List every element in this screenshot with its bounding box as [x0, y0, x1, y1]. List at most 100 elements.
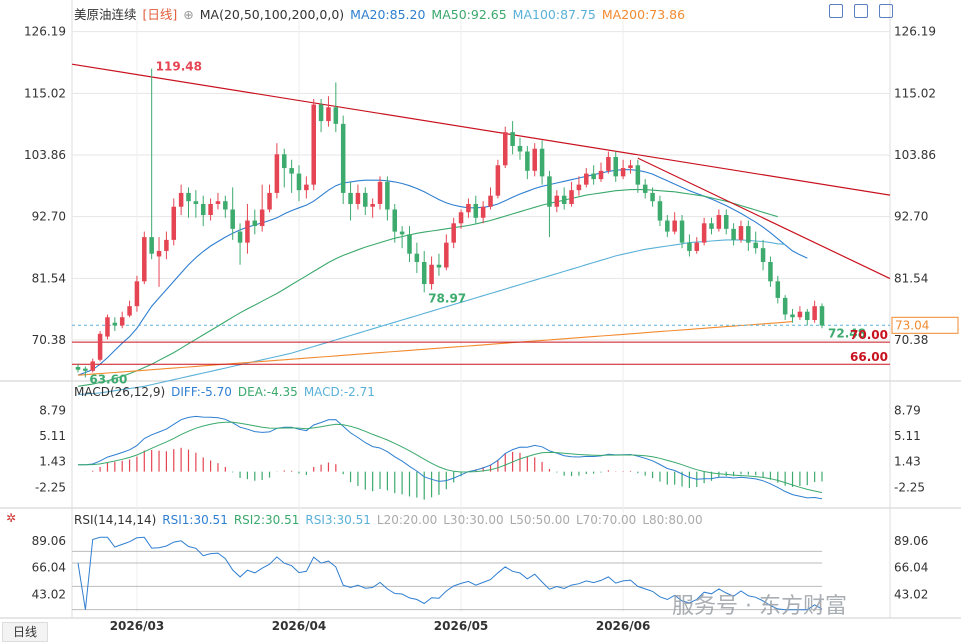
candle-body — [495, 165, 501, 196]
ma20-value: MA20:85.20 — [350, 7, 426, 22]
candle-body — [709, 223, 714, 229]
candle-body — [466, 203, 471, 213]
candle-body — [701, 223, 707, 243]
candle-body — [665, 220, 670, 232]
add-icon[interactable] — [829, 4, 843, 18]
candle-body — [620, 168, 626, 177]
candle-body — [716, 215, 722, 229]
candle-body — [304, 184, 309, 191]
l30: L30:30.00 — [443, 513, 504, 527]
l80: L80:80.00 — [642, 513, 703, 527]
candle-body — [245, 220, 250, 243]
macd-tick-left: 8.79 — [39, 404, 66, 418]
candle-body — [606, 157, 611, 171]
y-tick-label-left: 70.38 — [32, 333, 66, 347]
candle-body — [650, 192, 655, 202]
candle-body — [377, 181, 383, 204]
candle-body — [635, 165, 641, 185]
macd-tick-right: 1.43 — [894, 455, 921, 469]
ma-indicator-label[interactable]: MA(20,50,100,200,0,0) — [199, 7, 345, 22]
candle-body — [591, 173, 596, 180]
candle-body — [805, 311, 810, 320]
watermark: 服务号 · 东方财富 — [672, 594, 847, 619]
ma100-value: MA100:87.75 — [512, 7, 596, 22]
ma200-value: MA200:73.86 — [601, 7, 686, 22]
candle-body — [318, 104, 324, 122]
candle-body — [584, 173, 589, 185]
candle-body — [576, 184, 582, 191]
x-tick-label: 2026/04 — [272, 619, 326, 633]
candle-body — [370, 203, 375, 207]
candle-body — [385, 181, 390, 210]
period-tab[interactable]: 日线 — [2, 622, 48, 642]
close-icon[interactable] — [879, 4, 893, 18]
candle-body — [392, 209, 398, 232]
candle-body — [97, 333, 103, 360]
candle-body — [134, 281, 140, 307]
macd-tick-right: -2.25 — [894, 480, 925, 494]
candle-body — [554, 195, 560, 207]
settings-icon[interactable] — [854, 4, 868, 18]
macd-title[interactable]: MACD(26,12,9) — [74, 385, 166, 399]
candle-body — [230, 209, 235, 229]
candle-body — [414, 253, 420, 262]
candle-body — [488, 195, 493, 207]
candle-body — [407, 234, 412, 254]
y-tick-label-right: 115.02 — [894, 86, 936, 100]
candle-body — [539, 148, 545, 177]
candle-body — [473, 203, 479, 218]
rsi-title[interactable]: RSI(14,14,14) — [74, 513, 157, 527]
candle-body — [326, 107, 331, 122]
current-price-tag-text: 73.04 — [895, 318, 929, 332]
candle-body — [444, 242, 449, 268]
candle-body — [569, 190, 574, 204]
y-tick-label-right: 92.70 — [894, 210, 928, 224]
y-tick-label-right: 70.38 — [894, 333, 928, 347]
candle-body — [421, 261, 427, 285]
x-tick-label: 2026/06 — [596, 619, 650, 633]
candle-body — [348, 192, 353, 204]
candle-body — [281, 154, 287, 169]
rsi-legend: RSI(14,14,14) RSI1:30.51 RSI2:30.51 RSI3:30… — [74, 513, 709, 527]
candle-body — [694, 242, 700, 251]
rsi-tick-right: 66.04 — [894, 561, 928, 575]
y-tick-label-left: 92.70 — [32, 210, 66, 224]
candle-body — [657, 201, 663, 221]
macd-value: MACD:-2.71 — [303, 385, 375, 399]
candle-body — [215, 201, 221, 204]
high-annotation: 119.48 — [156, 60, 202, 74]
candle-body — [311, 104, 316, 185]
ma-line-ma50 — [77, 189, 778, 387]
ma-line-ma20 — [77, 169, 808, 376]
candle-body — [613, 157, 619, 177]
candle-body — [193, 201, 199, 204]
candle-body — [208, 203, 213, 216]
candle-body — [819, 306, 825, 326]
level-label-66: 66.00 — [850, 350, 888, 364]
candle-body — [200, 203, 206, 216]
settings-icon[interactable]: ⊕ — [183, 7, 194, 22]
candle-body — [760, 248, 766, 262]
candle-body — [223, 201, 228, 210]
candle-body — [142, 237, 147, 282]
gear-icon: ✲ — [6, 511, 16, 525]
candle-body — [687, 242, 692, 251]
candle-body — [75, 366, 81, 370]
candle-body — [178, 192, 184, 207]
candle-body — [517, 145, 523, 152]
y-tick-label-right: 103.86 — [894, 148, 936, 162]
candle-body — [775, 281, 781, 298]
candle-body — [164, 239, 169, 251]
macd-tick-left: -2.25 — [35, 480, 66, 494]
candle-body — [628, 165, 633, 169]
candle-body — [738, 226, 744, 240]
candle-body — [797, 311, 803, 318]
candle-body — [502, 132, 508, 166]
candle-body — [480, 206, 486, 218]
candle-body — [731, 228, 736, 240]
macd-tick-left: 1.43 — [39, 455, 66, 469]
period-label[interactable]: [日线] — [142, 7, 178, 22]
instrument-name: 美原油连续 — [74, 7, 137, 22]
candle-body — [252, 220, 258, 227]
l50: L50:50.00 — [509, 513, 570, 527]
